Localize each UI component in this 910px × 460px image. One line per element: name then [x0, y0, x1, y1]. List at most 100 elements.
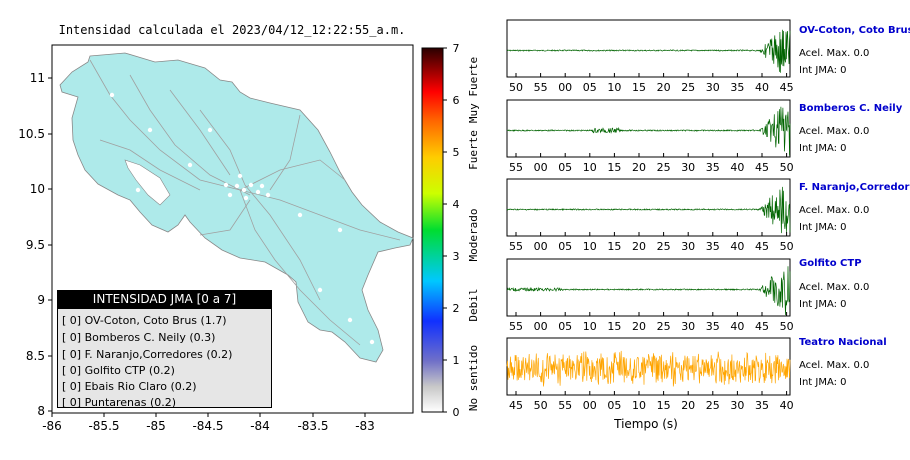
seismogram-tick-label: 55	[509, 161, 523, 174]
colorbar-label: Muy Fuerte	[467, 57, 480, 123]
seismogram-tick-label: 05	[607, 399, 621, 412]
colorbar-label: Moderado	[467, 209, 480, 262]
map-x-tick-label: -85.5	[88, 419, 119, 433]
legend-row: [ 0] OV-Coton, Coto Brus (1.7)	[62, 314, 227, 327]
seismogram-tick-label: 35	[706, 161, 720, 174]
seismogram-tick-label: 15	[607, 240, 621, 253]
station-acel: Acel. Max. 0.0	[799, 205, 870, 216]
legend-row: [ 0] Bomberos C. Neily (0.3)	[62, 331, 216, 344]
map-x-tick-label: -84	[250, 419, 270, 433]
seismogram-tick-label: 30	[681, 161, 695, 174]
map-x-tick-label: -83.5	[297, 419, 328, 433]
seismogram-frame	[506, 178, 791, 237]
road-network	[89, 59, 401, 346]
colorbar-tick-label: 0	[453, 406, 460, 419]
legend-row: [ 0] F. Naranjo,Corredores (0.2)	[62, 348, 233, 361]
colorbar-tick-label: 7	[453, 42, 460, 55]
colorbar-tick-label: 5	[453, 146, 460, 159]
seismogram-tick-label: 30	[706, 81, 720, 94]
seismogram-tick-label: 00	[583, 399, 597, 412]
colorbar	[421, 47, 444, 413]
station-int: Int JMA: 0	[799, 143, 847, 154]
seismogram-tick-label: 45	[755, 161, 769, 174]
seismogram-tick-label: 55	[509, 320, 523, 333]
seismogram-tick-label: 30	[681, 240, 695, 253]
map-x-tick-label: -86	[42, 419, 62, 433]
map-x-tick-label: -83	[355, 419, 375, 433]
legend-row: [ 0] Ebais Rio Claro (0.2)	[62, 380, 197, 393]
seismogram-tick-label: 15	[607, 320, 621, 333]
seismogram-tick-label: 10	[632, 399, 646, 412]
legend-row: [ 0] Golfito CTP (0.2)	[62, 364, 175, 377]
seismogram-tick-label: 55	[558, 399, 572, 412]
seismogram-trace	[506, 350, 791, 387]
map-y-tick-label: 10	[30, 182, 45, 196]
station-int: Int JMA: 0	[799, 377, 847, 388]
seismogram-frame	[506, 99, 791, 158]
map-x-tick-label: -84.5	[192, 419, 223, 433]
station-acel: Acel. Max. 0.0	[799, 48, 870, 59]
seismogram-tick-label: 25	[657, 240, 671, 253]
map-y-tick-label: 9	[37, 293, 45, 307]
seismogram-tick-label: 50	[780, 240, 794, 253]
seismogram-tick-label: 20	[632, 320, 646, 333]
colorbar-tick-label: 4	[453, 198, 460, 211]
seismogram-tick-label: 50	[509, 81, 523, 94]
seismogram-tick-label: 25	[706, 399, 720, 412]
seismogram-tick-label: 40	[755, 81, 769, 94]
seismogram-tick-label: 25	[657, 161, 671, 174]
colorbar-label: Fuerte	[467, 130, 480, 170]
station-name: OV-Coton, Coto Brus	[799, 25, 910, 36]
seismogram-tick-label: 25	[657, 320, 671, 333]
station-int: Int JMA: 0	[799, 65, 847, 76]
seismogram-panels: 50 55 00 05 10 15 20 25 30 35 40 45 55 00 05 10 15 20 25 30…	[506, 19, 794, 412]
seismogram-trace	[506, 106, 791, 156]
seismogram-trace	[506, 29, 791, 73]
seismogram-tick-label: 50	[534, 399, 548, 412]
seismogram-tick-label: 15	[632, 81, 646, 94]
map-y-tick-label: 11	[30, 71, 45, 85]
seismogram-trace	[506, 266, 791, 316]
seismogram-tick-label: 20	[681, 399, 695, 412]
seismogram-tick-label: 00	[558, 81, 572, 94]
seismogram-tick-label: 30	[681, 320, 695, 333]
station-name: Golfito CTP	[799, 258, 862, 269]
seismogram-tick-label: 45	[755, 320, 769, 333]
station-name: Teatro Nacional	[799, 337, 887, 348]
colorbar-tick-label: 1	[453, 354, 460, 367]
seismogram-tick-label: 00	[534, 161, 548, 174]
seismogram-tick-label: 40	[730, 161, 744, 174]
colorbar-label: Debil	[467, 288, 480, 321]
seismogram-tick-label: 10	[583, 161, 597, 174]
seismogram-tick-label: 40	[730, 240, 744, 253]
seismogram-tick-label: 45	[509, 399, 523, 412]
station-name: F. Naranjo,Corredores	[799, 182, 910, 193]
map-x-tick-label: -85	[146, 419, 166, 433]
seismogram-tick-label: 10	[583, 320, 597, 333]
map-y-tick-label: 9.5	[26, 238, 45, 252]
legend-title: INTENSIDAD JMA [0 a 7]	[57, 290, 272, 309]
seismogram-tick-label: 35	[706, 240, 720, 253]
station-int: Int JMA: 0	[799, 299, 847, 310]
colorbar-tick-label: 3	[453, 250, 460, 263]
seismogram-tick-label: 05	[558, 320, 572, 333]
seismogram-tick-label: 15	[607, 161, 621, 174]
station-acel: Acel. Max. 0.0	[799, 282, 870, 293]
colorbar-ticks: 7 6 5 4 3 2 1 0	[443, 42, 460, 419]
seismogram-tick-label: 40	[730, 320, 744, 333]
seismogram-tick-label: 45	[780, 81, 794, 94]
station-int: Int JMA: 0	[799, 222, 847, 233]
map-axis-ticks: -86 -85.5 -85 -84.5 -84 -83.5 -83 11 10.5 10 9.5 9 8…	[18, 71, 375, 433]
seismogram-tick-label: 05	[558, 161, 572, 174]
seismogram-tick-label: 45	[755, 240, 769, 253]
seismogram-tick-label: 55	[534, 81, 548, 94]
map-y-tick-label: 10.5	[18, 127, 45, 141]
seismogram-tick-label: 25	[681, 81, 695, 94]
seismogram-tick-label: 10	[583, 240, 597, 253]
colorbar-tick-label: 6	[453, 94, 460, 107]
seismogram-tick-label: 05	[558, 240, 572, 253]
seismogram-tick-label: 15	[657, 399, 671, 412]
seismogram-tick-label: 35	[730, 81, 744, 94]
map-title: Intensidad calculada el 2023/04/12_12:22…	[59, 23, 406, 37]
